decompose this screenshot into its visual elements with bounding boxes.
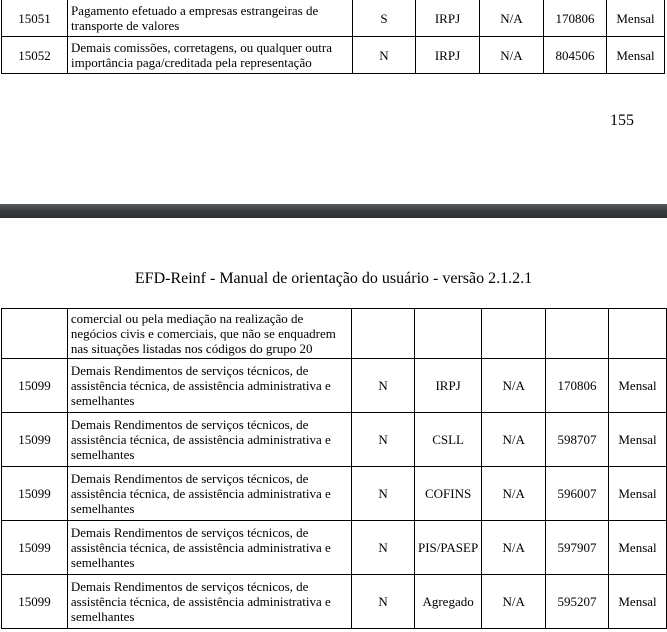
code-cell: 15099 [1,358,68,413]
tributo-cell: PIS/PASEP [413,520,483,575]
periodicidade-cell: Mensal [608,574,667,629]
tributo-cell: CSLL [413,412,483,467]
description-cell: comercial ou pela mediação na realização… [66,308,353,359]
flag-cell: N [351,574,415,629]
table-row: 15099 Demais Rendimentos de serviços técn… [1,574,667,629]
description-cell: Demais Rendimentos de serviços técnicos,… [66,520,353,575]
flag-cell: N [352,36,416,74]
description-cell: Pagamento efetuado a empresas estrangeir… [67,0,353,37]
periodicidade-cell: Mensal [608,520,667,575]
empty-cell [545,308,609,359]
codes-table-page-155: 15051 Pagamento efetuado a empresas estra… [1,0,665,74]
page-number: 155 [610,112,634,129]
description-cell: Demais Rendimentos de serviços técnicos,… [66,574,353,629]
na-cell: N/A [481,520,547,575]
page-header: EFD-Reinf - Manual de orientação do usuá… [134,270,533,287]
codes-table-page-156: comercial ou pela mediação na realização… [1,308,667,629]
flag-cell: N [351,520,415,575]
codigo-receita-cell: 595207 [545,574,609,629]
code-cell: 15052 [1,36,68,74]
empty-cell [481,308,547,359]
codigo-receita-cell: 804506 [543,36,607,74]
description-cell: Demais Rendimentos de serviços técnicos,… [66,412,353,467]
tributo-cell: IRPJ [415,36,480,74]
periodicidade-cell: Mensal [606,36,665,74]
codigo-receita-cell: 597907 [545,520,609,575]
codigo-receita-cell: 170806 [545,358,609,413]
codigo-receita-cell: 598707 [545,412,609,467]
empty-cell [413,308,483,359]
na-cell: N/A [481,358,547,413]
tributo-cell: IRPJ [415,0,480,37]
flag-cell: N [351,466,415,521]
flag-cell: N [351,358,415,413]
flag-cell: S [352,0,416,37]
na-cell: N/A [481,466,547,521]
periodicidade-cell: Mensal [608,412,667,467]
periodicidade-cell: Mensal [608,466,667,521]
periodicidade-cell: Mensal [606,0,665,37]
empty-cell [351,308,415,359]
table-row-continuation: comercial ou pela mediação na realização… [1,308,667,359]
page-separator [0,204,667,218]
code-cell: 15099 [1,520,68,575]
na-cell: N/A [481,574,547,629]
code-cell: 15099 [1,412,68,467]
tributo-cell: Agregado [413,574,483,629]
codigo-receita-cell: 170806 [543,0,607,37]
description-cell: Demais comissões, corretagens, ou qualqu… [67,36,353,74]
code-cell: 15099 [1,574,68,629]
table-row: 15099 Demais Rendimentos de serviços técn… [1,520,667,575]
code-cell [1,308,68,359]
table-row: 15099 Demais Rendimentos de serviços técn… [1,412,667,467]
tributo-cell: COFINS [413,466,483,521]
code-cell: 15099 [1,466,68,521]
table-row: 15052 Demais comissões, corretagens, ou q… [1,36,665,74]
description-cell: Demais Rendimentos de serviços técnicos,… [66,466,353,521]
table-row: 15099 Demais Rendimentos de serviços técn… [1,358,667,413]
na-cell: N/A [479,36,544,74]
tributo-cell: IRPJ [413,358,483,413]
description-cell: Demais Rendimentos de serviços técnicos,… [66,358,353,413]
flag-cell: N [351,412,415,467]
na-cell: N/A [479,0,544,37]
periodicidade-cell: Mensal [608,358,667,413]
empty-cell [608,308,667,359]
codigo-receita-cell: 596007 [545,466,609,521]
table-row: 15051 Pagamento efetuado a empresas estra… [1,0,665,37]
code-cell: 15051 [1,0,68,37]
table-row: 15099 Demais Rendimentos de serviços técn… [1,466,667,521]
na-cell: N/A [481,412,547,467]
